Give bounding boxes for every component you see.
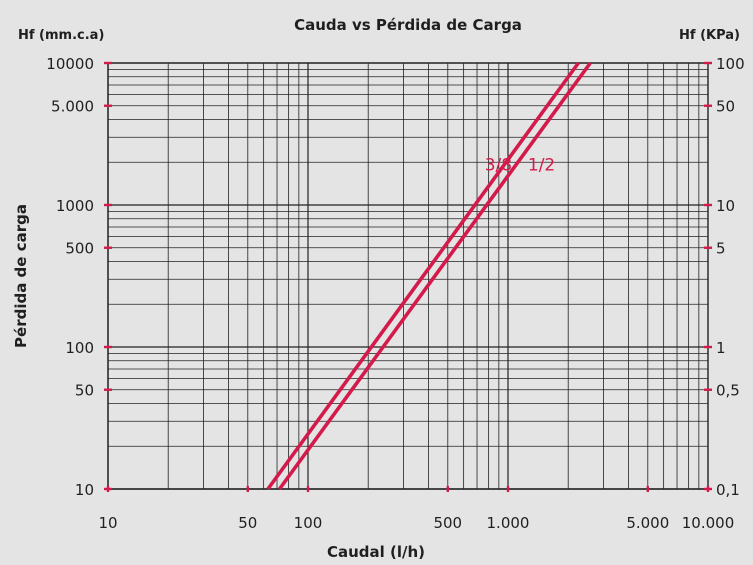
right-axis-unit: Hf (KPa) bbox=[679, 28, 740, 43]
right-tick-labels: 0,1 0,5 1 5 10 50 100 bbox=[716, 55, 745, 499]
tick-markers bbox=[104, 61, 712, 492]
right-tick-label: 5 bbox=[716, 240, 726, 258]
series-line-2 bbox=[278, 61, 592, 491]
left-tick-labels: 10 50 100 500 1000 5.000 10000 bbox=[46, 55, 94, 499]
x-tick-label: 5.000 bbox=[626, 514, 669, 532]
series-labels: 3/8 1/2 bbox=[485, 155, 556, 175]
left-tick-label: 10 bbox=[75, 481, 94, 499]
left-tick-label: 100 bbox=[65, 339, 94, 357]
right-tick-label: 1 bbox=[716, 339, 726, 357]
right-tick-label: 0,1 bbox=[716, 481, 740, 499]
series-line-1 bbox=[266, 61, 580, 491]
left-tick-label: 500 bbox=[65, 240, 94, 258]
x-tick-labels: 10 50 100 500 1.000 5.000 10.000 bbox=[98, 514, 734, 532]
x-tick-label: 100 bbox=[294, 514, 323, 532]
series-lines bbox=[266, 61, 592, 491]
series-label-1: 3/8 bbox=[485, 155, 512, 175]
right-tick-label: 100 bbox=[716, 55, 745, 73]
right-tick-label: 0,5 bbox=[716, 382, 740, 400]
x-tick-label: 500 bbox=[433, 514, 462, 532]
chart-title: Cauda vs Pérdida de Carga bbox=[294, 16, 522, 34]
plot-frame bbox=[107, 62, 709, 490]
x-axis-label: Caudal (l/h) bbox=[327, 543, 425, 561]
right-tick-label: 10 bbox=[716, 197, 735, 215]
x-tick-label: 50 bbox=[238, 514, 257, 532]
left-axis-unit: Hf (mm.c.a) bbox=[18, 28, 104, 43]
x-tick-label: 10.000 bbox=[682, 514, 735, 532]
left-tick-label: 10000 bbox=[46, 55, 94, 73]
x-tick-label: 1.000 bbox=[487, 514, 530, 532]
y-axis-label: Pérdida de carga bbox=[12, 204, 30, 348]
left-tick-label: 1000 bbox=[56, 197, 94, 215]
right-tick-label: 50 bbox=[716, 98, 735, 116]
series-label-2: 1/2 bbox=[528, 155, 555, 175]
left-tick-label: 50 bbox=[75, 382, 94, 400]
left-tick-label: 5.000 bbox=[51, 98, 94, 116]
x-tick-label: 10 bbox=[98, 514, 117, 532]
